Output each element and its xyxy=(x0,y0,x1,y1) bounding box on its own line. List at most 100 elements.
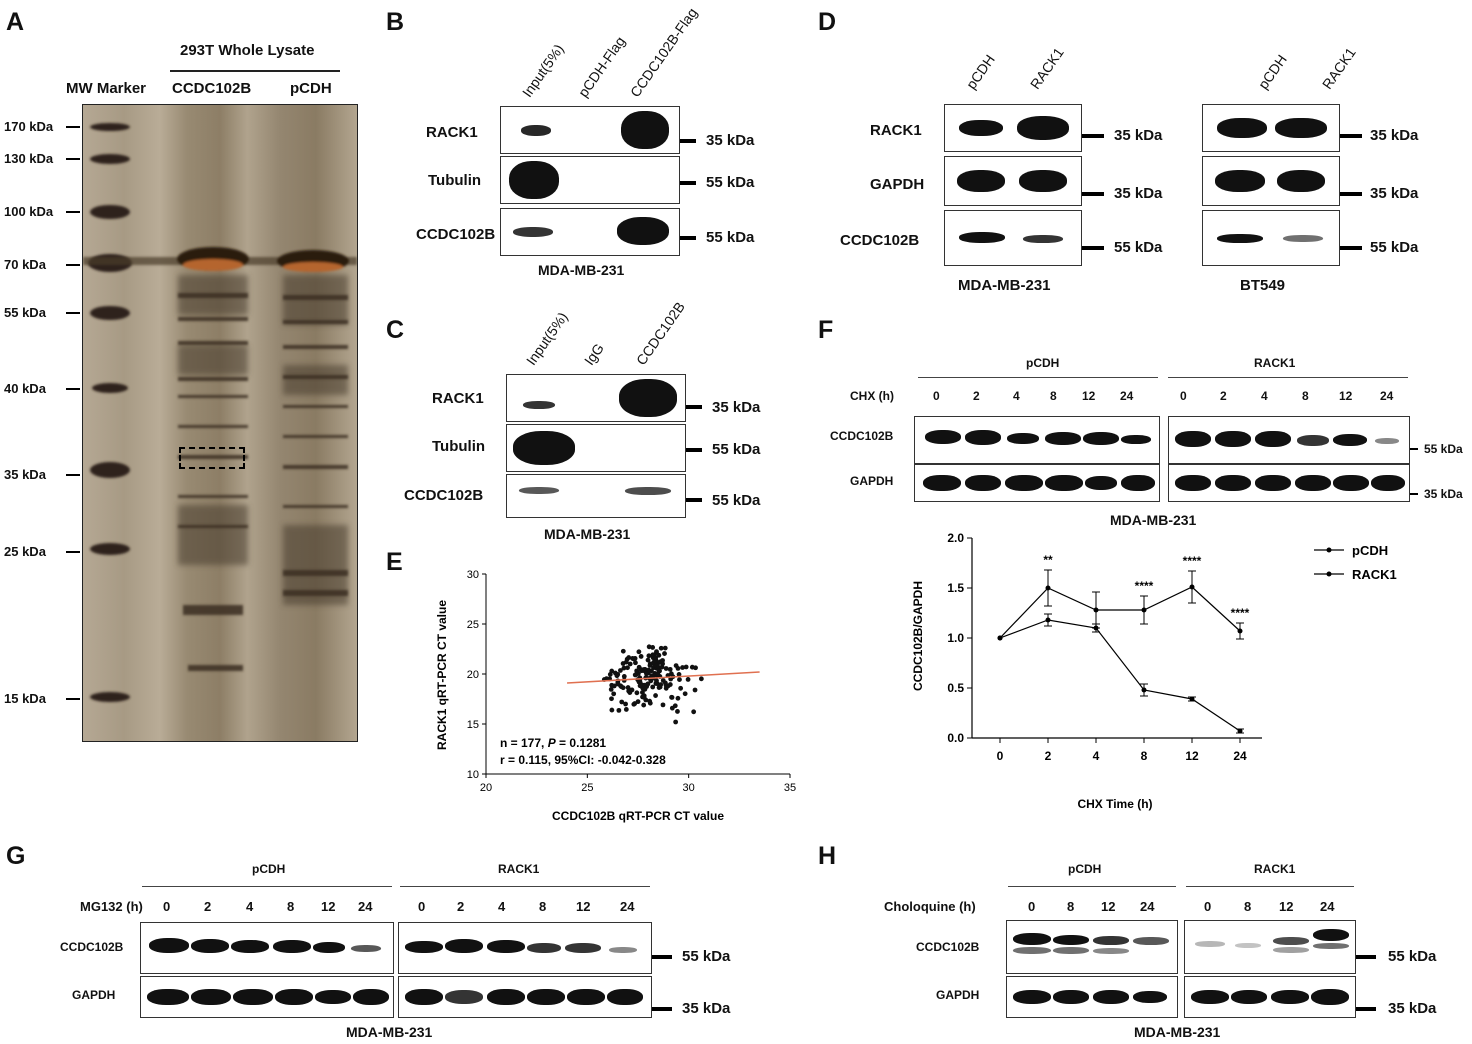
y-axis-label: RACK1 qRT-PCR CT value xyxy=(435,600,449,750)
kda-tick xyxy=(1356,955,1376,959)
lane-label-input: Input(5%) xyxy=(522,309,571,368)
scatter-point xyxy=(658,645,664,651)
blot-c-tubulin xyxy=(506,424,686,472)
scatter-point xyxy=(662,651,667,656)
scatter-point xyxy=(623,659,629,665)
scatter-point xyxy=(621,674,627,679)
kda-label: 55 kDa xyxy=(1370,239,1419,256)
row-label-ccdc102b: CCDC102B xyxy=(416,226,496,243)
marker-tick-25 xyxy=(66,551,80,553)
scatter-point xyxy=(615,680,621,686)
kda-label: 55 kDa xyxy=(682,948,731,965)
marker-40: 40 kDa xyxy=(4,381,46,396)
scatter-point xyxy=(682,691,688,697)
lane-label-pcdh-flag: pCDH-Flag xyxy=(574,33,629,101)
blot-d2-gapdh xyxy=(1202,156,1340,206)
kda-label: 55 kDa xyxy=(1424,442,1463,456)
time-2: 2 xyxy=(1220,389,1227,403)
blot-h2-ccdc102b xyxy=(1184,920,1356,974)
data-point xyxy=(1093,625,1099,631)
scatter-point xyxy=(623,701,628,707)
line-chart: 0.00.51.01.52.00 2 4 8 12 24 ************** p… xyxy=(911,531,1397,811)
y-tick-label: 15 xyxy=(467,719,479,731)
kda-tick xyxy=(652,955,672,959)
marker-tick-15 xyxy=(66,698,80,700)
x-tick-label: 4 xyxy=(1093,749,1100,763)
time-4: 4 xyxy=(246,899,254,914)
kda-tick xyxy=(1410,448,1418,450)
row-label-tubulin: Tubulin xyxy=(428,172,482,189)
data-point xyxy=(1141,607,1147,613)
scatter-point xyxy=(656,685,662,690)
legend-marker xyxy=(1326,571,1332,577)
marker-55: 55 kDa xyxy=(4,305,46,320)
time-8: 8 xyxy=(1050,389,1057,403)
scatter-point xyxy=(609,707,615,713)
scatter-point xyxy=(641,702,647,708)
time-2: 2 xyxy=(457,899,465,914)
kda-label: 35 kDa xyxy=(1388,1000,1437,1017)
group-label-pcdh: pCDH xyxy=(1068,862,1102,876)
x-tick-label: 12 xyxy=(1185,749,1199,763)
scatter-point xyxy=(656,668,662,673)
group-line xyxy=(1008,886,1176,887)
row-label-ccdc102b: CCDC102B xyxy=(60,940,124,954)
time-12: 12 xyxy=(1339,389,1353,403)
x-tick-label: 30 xyxy=(683,782,695,794)
scatter-point xyxy=(640,694,645,700)
scatter-point xyxy=(660,661,665,667)
kda-label: 55 kDa xyxy=(712,492,761,509)
scatter-point xyxy=(675,695,681,701)
scatter-point xyxy=(626,655,632,660)
blot-d1-gapdh xyxy=(944,156,1082,206)
scatter-point xyxy=(630,656,636,661)
lane-label-pcdh: pCDH xyxy=(962,51,998,92)
kda-label: 35 kDa xyxy=(706,132,755,149)
time-label: CHX (h) xyxy=(850,389,894,403)
marker-70: 70 kDa xyxy=(4,257,46,272)
time-0: 0 xyxy=(418,899,426,914)
stat-annotation-1: n = 177, P = 0.1281 xyxy=(500,736,606,750)
marker-tick-170 xyxy=(66,126,80,128)
gel-bands xyxy=(83,123,357,702)
kda-tick xyxy=(1082,192,1104,196)
lane-label-ccdc102b: CCDC102B xyxy=(632,298,688,368)
highlight-box xyxy=(179,447,245,469)
scatter-point xyxy=(662,680,668,686)
x-axis-label: CHX Time (h) xyxy=(1077,797,1152,811)
cell-line-label: MDA-MB-231 xyxy=(538,262,625,278)
blot-b-ccdc102b xyxy=(500,208,680,256)
marker-tick-130 xyxy=(66,158,80,160)
time-0: 0 xyxy=(933,389,940,403)
data-point xyxy=(1141,687,1147,693)
cell-line-label: MDA-MB-231 xyxy=(958,277,1051,294)
scatter-point xyxy=(643,697,649,703)
kda-tick xyxy=(1340,192,1362,196)
fit-line xyxy=(567,671,760,684)
cell-line-label: MDA-MB-231 xyxy=(346,1024,433,1040)
data-point xyxy=(1237,628,1243,634)
blot-f1-gapdh xyxy=(914,464,1160,502)
scatter-point xyxy=(615,672,621,677)
marker-tick-70 xyxy=(66,264,80,266)
scatter-point xyxy=(618,668,623,673)
scatter-point xyxy=(673,663,679,668)
scatter-point xyxy=(611,691,617,697)
scatter-point xyxy=(640,690,645,695)
scatter-point xyxy=(636,679,642,685)
time-8: 8 xyxy=(1302,389,1309,403)
scatter-point xyxy=(620,648,626,654)
group-line xyxy=(400,886,650,887)
lane-label-marker: MW Marker xyxy=(66,80,147,97)
line-chart-axes: 0.00.51.01.52.00 2 4 8 12 24 xyxy=(947,531,1262,763)
row-label-ccdc102b: CCDC102B xyxy=(916,940,980,954)
scatter-point xyxy=(676,672,682,677)
scatter-point xyxy=(647,663,653,668)
y-tick-label: 10 xyxy=(467,769,479,781)
lane-label-rack1: RACK1 xyxy=(1318,44,1359,92)
x-tick-label: 8 xyxy=(1141,749,1148,763)
significance-mark: **** xyxy=(1231,606,1250,620)
time-4: 4 xyxy=(1261,389,1268,403)
time-2: 2 xyxy=(204,899,212,914)
significance-mark: **** xyxy=(1183,554,1202,568)
